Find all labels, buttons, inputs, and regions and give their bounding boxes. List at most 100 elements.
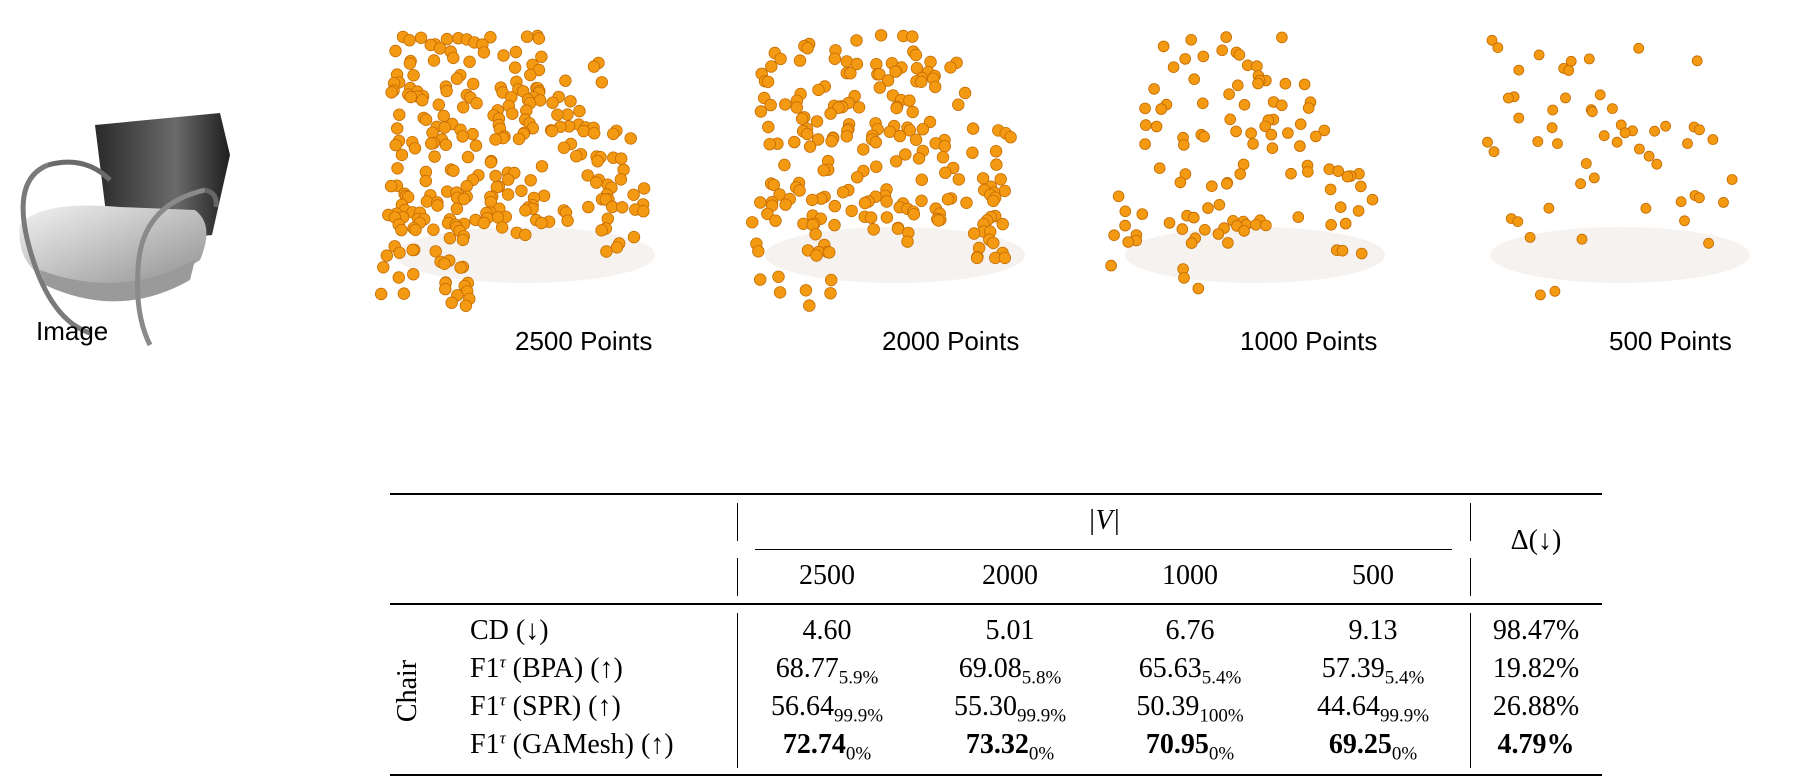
point <box>754 196 767 209</box>
point <box>880 211 894 224</box>
metric-f1-spr-base: F1 <box>470 691 500 722</box>
point <box>1185 33 1197 46</box>
point <box>1588 172 1600 184</box>
point <box>987 236 1000 250</box>
point <box>858 196 872 210</box>
point <box>403 57 417 70</box>
point <box>1108 229 1120 242</box>
point <box>1245 127 1257 139</box>
metric-f1-gamesh: F1τ (GAMesh) (↑) <box>470 729 674 760</box>
point <box>573 104 586 118</box>
point <box>431 199 444 212</box>
point <box>1155 103 1167 115</box>
point <box>637 182 651 195</box>
point <box>1576 233 1588 245</box>
point <box>944 61 957 74</box>
point <box>1366 193 1379 206</box>
point <box>873 81 887 94</box>
point <box>1594 89 1606 101</box>
metric-f1-gamesh-base: F1 <box>470 729 500 760</box>
col-header-1000: 1000 <box>1162 560 1218 591</box>
point <box>512 132 526 146</box>
point <box>874 29 888 42</box>
point <box>519 228 532 242</box>
cell-spr-2500: 56.6499.9% <box>771 693 883 726</box>
point <box>1202 202 1214 214</box>
point <box>414 31 428 45</box>
point <box>1693 192 1705 204</box>
metric-f1-bpa-base: F1 <box>470 653 500 684</box>
point <box>1318 124 1331 137</box>
point <box>912 152 926 165</box>
point <box>967 227 981 240</box>
point <box>1233 49 1246 61</box>
point <box>1178 272 1190 284</box>
point <box>1703 237 1715 249</box>
cell-cd-2000: 5.01 <box>985 615 1035 646</box>
point <box>754 105 768 118</box>
point <box>1259 120 1272 133</box>
cell-bpa-500-value: 57.39 <box>1321 653 1385 684</box>
point <box>901 235 914 248</box>
point <box>1192 282 1205 295</box>
point <box>393 108 406 121</box>
point <box>409 223 422 237</box>
point <box>970 251 984 265</box>
point <box>1176 223 1189 235</box>
point <box>1341 170 1354 183</box>
point <box>824 287 837 300</box>
point <box>928 80 942 94</box>
point <box>1513 64 1525 76</box>
point <box>1611 136 1623 148</box>
point <box>1206 180 1218 193</box>
point <box>470 96 483 110</box>
point <box>419 113 433 126</box>
point <box>1707 134 1719 145</box>
point <box>778 158 791 172</box>
point <box>1185 237 1198 249</box>
point <box>1112 190 1125 203</box>
point <box>745 216 759 229</box>
point <box>443 231 457 245</box>
point-cloud-500 <box>1470 15 1770 345</box>
point <box>391 122 404 135</box>
point <box>1325 219 1337 231</box>
point <box>1580 158 1592 169</box>
point <box>890 101 903 115</box>
point <box>610 241 624 254</box>
point <box>440 32 454 46</box>
cell-spr-1000-value: 50.39 <box>1136 691 1200 722</box>
point <box>587 126 601 140</box>
point <box>561 214 574 228</box>
point <box>1188 73 1200 85</box>
col-header-2500: 2500 <box>799 560 855 591</box>
point <box>1265 128 1278 141</box>
point <box>1726 174 1738 185</box>
point <box>509 45 523 59</box>
point <box>799 284 813 297</box>
point <box>1482 136 1493 148</box>
point <box>924 55 937 69</box>
cell-bpa-2000-value: 69.08 <box>958 653 1022 684</box>
point <box>1691 55 1703 67</box>
point <box>581 169 594 182</box>
point <box>546 96 559 109</box>
cell-bpa-1000-sub: 5.4% <box>1201 667 1242 689</box>
point <box>990 158 1003 171</box>
point <box>447 164 460 177</box>
point <box>433 42 447 55</box>
point <box>1598 130 1610 142</box>
point <box>1563 65 1575 76</box>
point <box>828 218 841 232</box>
point <box>906 105 919 119</box>
cell-spr-2500-sub: 99.9% <box>833 705 884 727</box>
point <box>764 98 777 112</box>
point <box>557 141 571 154</box>
point <box>1220 31 1232 43</box>
point <box>406 243 419 257</box>
point <box>1675 196 1687 208</box>
vrule-body-left <box>737 613 739 768</box>
metric-f1-spr-tau: τ <box>499 690 506 710</box>
point <box>1549 285 1561 297</box>
point <box>823 246 836 259</box>
